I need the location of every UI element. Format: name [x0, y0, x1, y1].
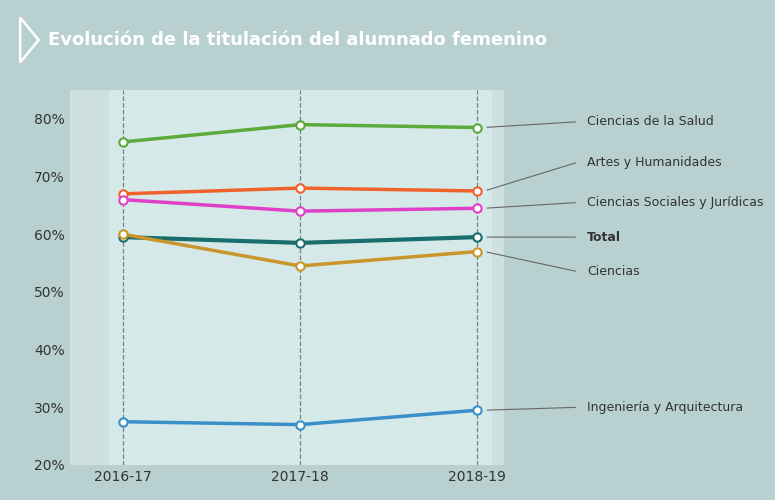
Text: Ciencias: Ciencias	[587, 265, 639, 278]
Text: Total: Total	[587, 230, 621, 243]
Text: Ciencias Sociales y Jurídicas: Ciencias Sociales y Jurídicas	[587, 196, 763, 209]
Text: Artes y Humanidades: Artes y Humanidades	[587, 156, 722, 168]
Text: Ciencias de la Salud: Ciencias de la Salud	[587, 115, 714, 128]
Bar	[109, 90, 491, 465]
Text: Evolución de la titulación del alumnado femenino: Evolución de la titulación del alumnado …	[48, 31, 547, 49]
Text: Ingeniería y Arquitectura: Ingeniería y Arquitectura	[587, 401, 743, 414]
